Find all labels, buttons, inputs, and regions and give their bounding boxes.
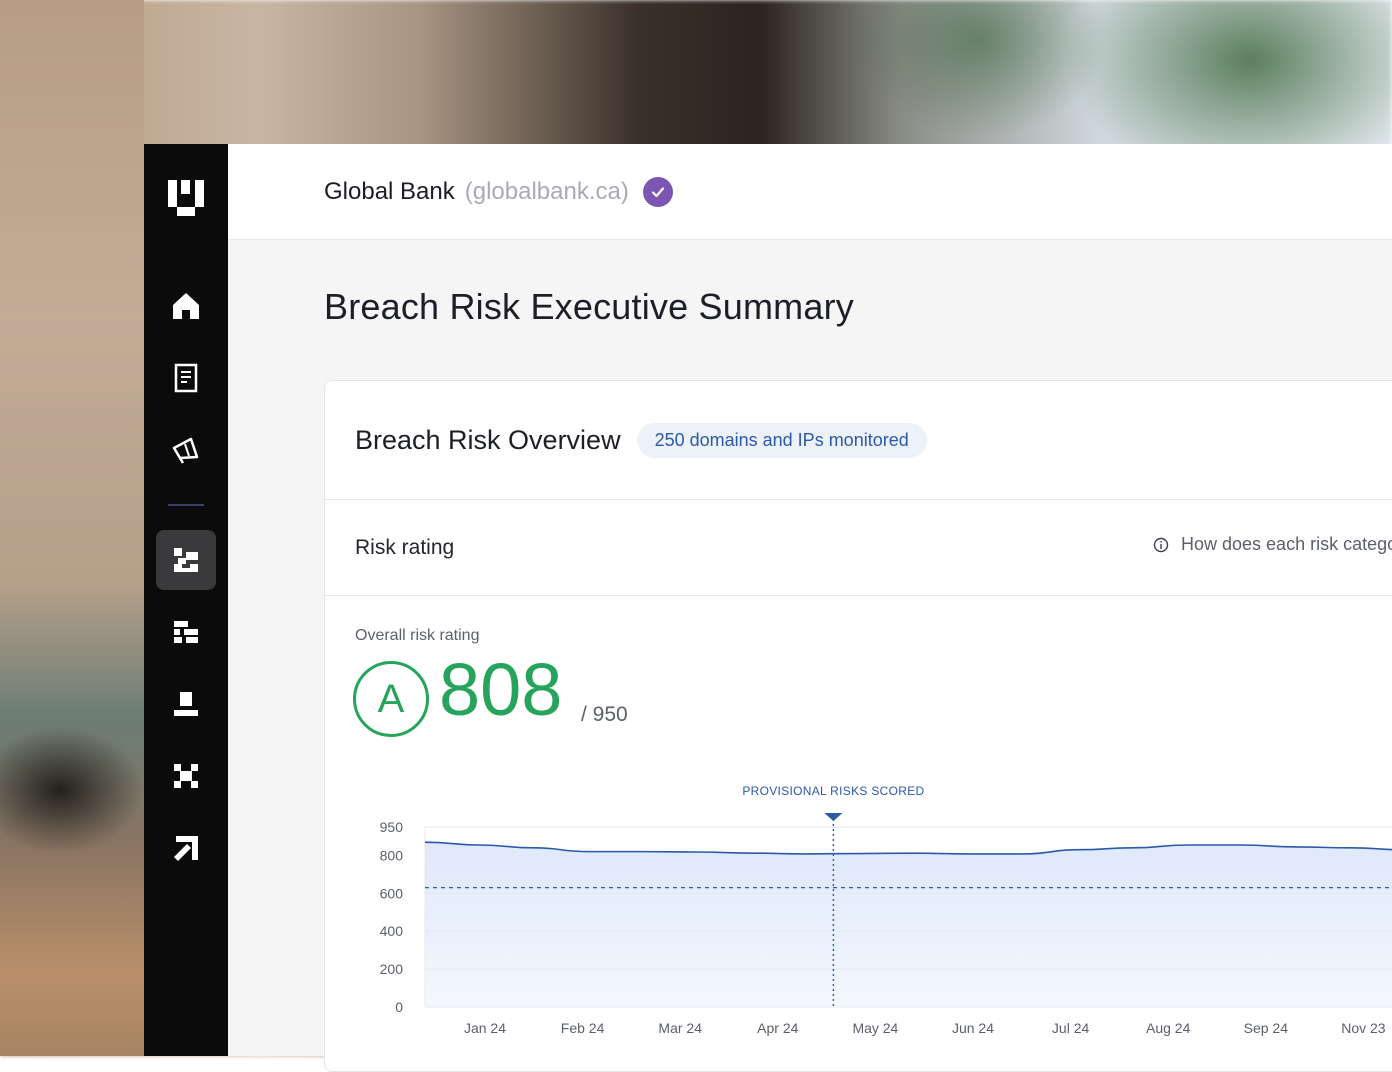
sidebar-item-vendors[interactable]	[156, 602, 216, 662]
org-name: Global Bank	[324, 177, 455, 205]
series-line	[424, 841, 1392, 855]
y-tick-label: 0	[395, 999, 403, 1015]
y-tick-label: 950	[380, 819, 404, 835]
overall-risk-label: Overall risk rating	[355, 627, 480, 644]
check-circle-icon	[642, 176, 673, 207]
grade-badge: A	[353, 661, 429, 737]
x-tick-label: Jan 24	[464, 1020, 506, 1036]
y-tick-label: 600	[380, 885, 404, 901]
x-tick-label: Jun 24	[952, 1020, 994, 1036]
background-photo-left	[0, 0, 144, 1056]
card-title: Breach Risk Overview	[355, 424, 621, 455]
risk-score-max: / 950	[581, 703, 628, 726]
sidebar-item-home[interactable]	[156, 276, 216, 336]
help-text: How does each risk category	[1181, 534, 1392, 554]
sidebar	[144, 144, 228, 1056]
x-tick-label: Mar 24	[658, 1020, 702, 1036]
sidebar-item-network[interactable]	[156, 746, 216, 806]
series-area	[425, 842, 1392, 1007]
info-icon	[1153, 537, 1169, 552]
risk-grid-icon	[174, 548, 198, 572]
risk-score: 808	[439, 648, 563, 731]
x-tick-label: Sep 24	[1244, 1020, 1289, 1036]
x-tick-label: May 24	[852, 1020, 898, 1036]
vendor-icon	[174, 621, 198, 643]
x-tick-label: Apr 24	[757, 1020, 798, 1036]
brand-logo-icon[interactable]	[168, 180, 204, 216]
x-tick-label: Jul 24	[1052, 1020, 1090, 1036]
sidebar-item-remediation[interactable]	[156, 818, 216, 878]
risk-rating-row: Risk rating How does each risk category	[325, 500, 1392, 596]
risk-rating-label: Risk rating	[355, 535, 455, 559]
card-header: Breach Risk Overview 250 domains and IPs…	[325, 381, 1392, 500]
sidebar-divider	[168, 504, 204, 506]
annotation-label: PROVISIONAL RISKS SCORED	[742, 784, 924, 798]
org-domain: (globalbank.ca)	[464, 177, 629, 205]
home-icon	[173, 293, 199, 319]
y-tick-label: 400	[380, 923, 404, 939]
risk-history-chart: 0 200 400 600 800 950 Jan 24 Feb 24 Mar 24 Apr 24…	[380, 784, 1392, 1036]
sidebar-item-reports[interactable]	[156, 348, 216, 408]
y-tick-label: 200	[380, 961, 404, 977]
monitored-badge: 250 domains and IPs monitored	[636, 422, 927, 458]
x-tick-label: Nov 23	[1341, 1020, 1386, 1036]
page-title: Breach Risk Executive Summary	[324, 286, 854, 327]
megaphone-icon	[172, 437, 199, 464]
sidebar-item-assets[interactable]	[156, 674, 216, 734]
annotation-marker	[824, 813, 843, 821]
breach-risk-card: Breach Risk Overview 250 domains and IPs…	[324, 380, 1392, 1072]
main-content: Global Bank (globalbank.ca) Breach Risk …	[228, 144, 1392, 1072]
network-icon	[174, 764, 198, 788]
arrow-icon	[174, 836, 198, 861]
x-tick-label: Aug 24	[1146, 1020, 1191, 1036]
org-header: Global Bank (globalbank.ca)	[228, 144, 1392, 240]
risk-category-help-link[interactable]: How does each risk category	[1153, 534, 1392, 555]
x-tick-label: Feb 24	[561, 1020, 605, 1036]
sidebar-item-risk[interactable]	[156, 530, 216, 590]
y-tick-label: 800	[380, 847, 404, 863]
document-icon	[174, 363, 198, 393]
stack-icon	[174, 692, 198, 716]
sidebar-item-announcements[interactable]	[156, 420, 216, 480]
